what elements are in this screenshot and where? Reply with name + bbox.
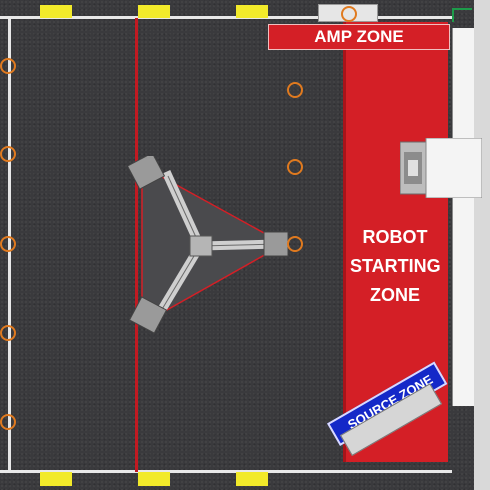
bottom-marker-3 bbox=[236, 472, 268, 486]
note-ring-icon bbox=[0, 414, 16, 430]
right-wall-outer bbox=[474, 0, 490, 490]
robot-starting-zone-label-3: ZONE bbox=[369, 285, 420, 305]
top-marker-1 bbox=[40, 5, 72, 18]
speaker-icon bbox=[399, 137, 483, 199]
amp-zone-label: AMP ZONE bbox=[314, 27, 404, 46]
bottom-marker-2 bbox=[138, 472, 170, 486]
right-wall bbox=[452, 28, 474, 406]
note-ring-icon bbox=[0, 146, 16, 162]
robot-starting-zone-edge bbox=[343, 22, 346, 462]
note-ring-icon bbox=[0, 58, 16, 74]
stage-truss-icon bbox=[126, 152, 292, 334]
robot-starting-zone-label-2: STARTING bbox=[350, 256, 441, 276]
note-ring-icon bbox=[287, 236, 303, 252]
note-ring-icon bbox=[0, 236, 16, 252]
center-line bbox=[135, 18, 138, 472]
note-ring-icon bbox=[0, 325, 16, 341]
top-marker-2 bbox=[138, 5, 170, 18]
note-ring-icon bbox=[287, 82, 303, 98]
top-marker-3 bbox=[236, 5, 268, 18]
bottom-marker-1 bbox=[40, 472, 72, 486]
amp-zone bbox=[268, 24, 450, 50]
robot-starting-zone-label-1: ROBOT bbox=[362, 227, 428, 247]
corner-marker-top-v bbox=[452, 8, 454, 22]
bottom-boundary-line bbox=[0, 470, 452, 473]
note-ring-icon bbox=[341, 6, 357, 22]
corner-marker-top bbox=[452, 8, 472, 10]
note-ring-icon bbox=[287, 159, 303, 175]
top-boundary-line bbox=[0, 16, 452, 19]
